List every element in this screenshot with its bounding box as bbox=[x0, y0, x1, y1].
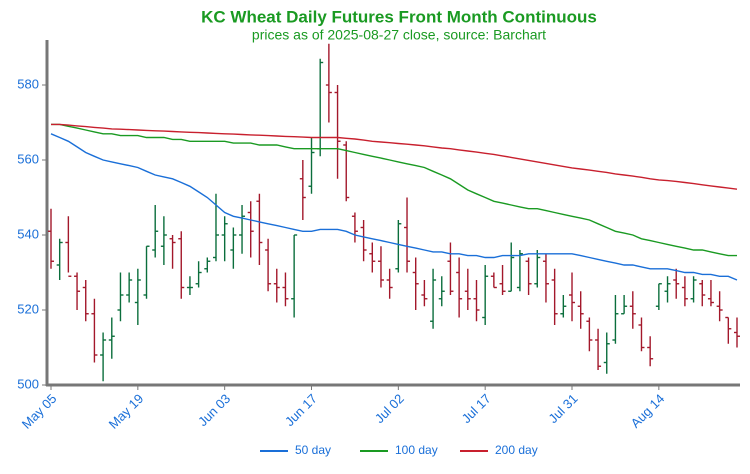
chart-subtitle: prices as of 2025-08-27 close, source: B… bbox=[252, 27, 546, 43]
x-tick-label: May 05 bbox=[19, 391, 60, 432]
x-tick-label: Jul 02 bbox=[372, 391, 407, 426]
ma-line bbox=[51, 123, 738, 190]
x-tick-label: Jul 31 bbox=[545, 391, 580, 426]
ma-line bbox=[50, 133, 738, 281]
y-tick-label: 560 bbox=[17, 151, 39, 166]
y-tick-label: 500 bbox=[17, 376, 39, 391]
ma-line bbox=[51, 123, 737, 257]
legend-label: 50 day bbox=[295, 443, 331, 457]
x-tick-label: Jun 17 bbox=[282, 391, 320, 429]
chart-title: KC Wheat Daily Futures Front Month Conti… bbox=[201, 7, 597, 26]
y-tick-label: 520 bbox=[17, 301, 39, 316]
x-tick-label: Jun 03 bbox=[195, 391, 233, 429]
x-tick-label: Aug 14 bbox=[628, 391, 668, 431]
y-tick-label: 540 bbox=[17, 226, 39, 241]
legend-label: 100 day bbox=[395, 443, 438, 457]
y-tick-label: 580 bbox=[17, 76, 39, 91]
legend-label: 200 day bbox=[495, 443, 538, 457]
x-tick-label: Jul 17 bbox=[459, 391, 494, 426]
x-tick-label: May 19 bbox=[106, 391, 147, 432]
